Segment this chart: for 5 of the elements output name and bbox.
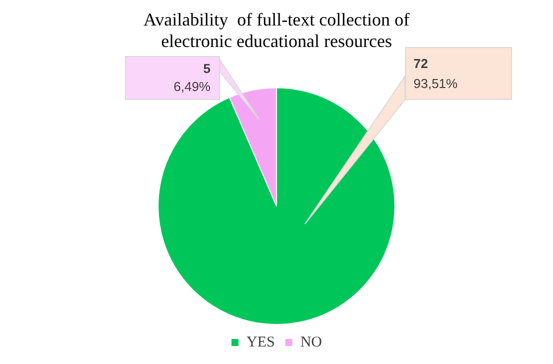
data-label: 72 93,51% <box>414 55 459 93</box>
legend-label: YES <box>246 334 275 350</box>
legend-label: NO <box>300 334 322 350</box>
chart-title: Availability of full-text collection of electronic educational resources <box>143 10 410 52</box>
data-label: 5 6,49% <box>172 60 210 96</box>
